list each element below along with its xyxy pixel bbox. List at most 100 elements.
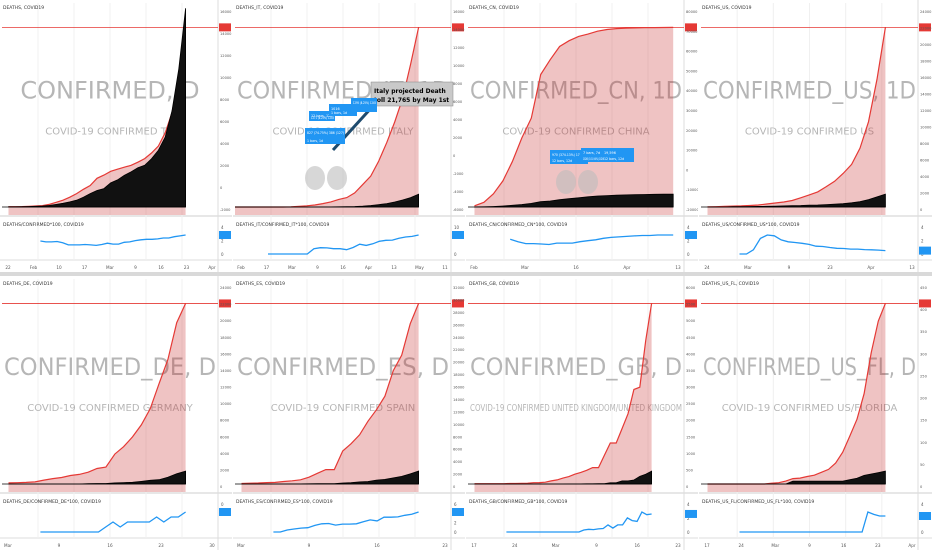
last-value-badge — [919, 299, 931, 308]
confirmed-series-line — [707, 27, 886, 208]
last-value-badge — [452, 23, 464, 32]
sub-axis-tick: 2 — [454, 521, 457, 526]
sub-axis-tick: 0 — [687, 252, 690, 257]
main-pane-label: DEATHS_ES, COVID19 — [236, 281, 285, 287]
measure-callout-text: 1295 (8.25%) 1245 — [353, 101, 376, 105]
x-axis-tick: Apr — [208, 265, 216, 270]
main-axis-tick: 2000 — [686, 419, 696, 423]
panel-world[interactable]: CONFIRMED, D COVID-19 CONFIRMED TO DEATHS,… — [0, 0, 232, 272]
main-axis-tick: 1000 — [686, 452, 696, 456]
measure-callout — [309, 111, 335, 121]
main-axis-tick: 0 — [686, 485, 689, 489]
main-axis-tick: 6000 — [453, 448, 463, 452]
ratio-value-badge — [219, 508, 231, 516]
ratio-series-line — [506, 511, 652, 533]
confirmed-area — [707, 303, 886, 492]
watermark-subtitle: COVID-19 CONFIRMED UNITED KINGDOM/UNITED… — [470, 403, 682, 414]
sub-axis-tick: 4 — [921, 225, 924, 230]
x-axis-tick: 13 — [675, 265, 681, 270]
x-axis-tick: 9 — [788, 265, 791, 270]
panel-uk-svg: CONFIRMED_GB, D COVID-19 CONFIRMED UNITED… — [466, 276, 698, 550]
main-axis-tick: 12000 — [220, 386, 232, 390]
main-axis-tick: 100 — [920, 441, 928, 445]
x-axis-tick: 9 — [58, 543, 61, 548]
panel-florida[interactable]: CONFIRMED_US_FL, D COVID-19 CONFIRMED US/… — [699, 276, 932, 550]
panel-spain[interactable]: CONFIRMED_ES, D COVID-19 CONFIRMED SPAIN D… — [233, 276, 465, 550]
sub-axis-tick: 0 — [454, 530, 457, 535]
annotation-text-line1: Italy projected Death — [374, 88, 446, 95]
x-axis-tick: 9 — [808, 543, 811, 548]
main-axis-tick: 4000 — [220, 452, 230, 456]
x-axis-tick: 16 — [573, 265, 579, 270]
main-axis-tick: 16000 — [920, 76, 932, 80]
panel-us-svg: CONFIRMED_US, 1D COVID-19 CONFIRMED US DEA… — [699, 0, 932, 272]
deaths-area — [473, 193, 674, 208]
x-axis-tick: 17 — [82, 265, 88, 270]
ratio-value-badge — [919, 246, 931, 255]
x-axis-tick: 23 — [875, 543, 881, 548]
sub-pane-label: DEATHS_DE/CONFIRMED_DE*100, COVID19 — [3, 499, 101, 505]
sub-pane-label: DEATHS_GB/CONFIRMED_GB*100, COVID19 — [469, 499, 568, 505]
x-axis-tick: Apr — [867, 265, 875, 270]
last-value-badge — [452, 299, 464, 308]
main-axis-tick: 400 — [920, 308, 928, 312]
watermark-title: CONFIRMED_US_FL, D — [703, 353, 916, 381]
x-axis-tick: 23 — [442, 543, 448, 548]
main-axis-tick: 16000 — [220, 10, 232, 14]
main-axis-tick: 4000 — [220, 142, 230, 146]
panel-italy[interactable]: CONFIRMED_IT, 1D COVID-19 CONFIRMED ITALY… — [233, 0, 465, 272]
main-axis-tick: 10000 — [920, 126, 932, 130]
main-axis-tick: -20000 — [686, 208, 698, 212]
watermark-title: CONFIRMED_GB, D — [470, 353, 682, 381]
main-axis-tick: 24000 — [453, 336, 465, 340]
main-axis-tick: 0 — [920, 208, 923, 212]
panel-china[interactable]: CONFIRMED_CN, 1D COVID-19 CONFIRMED CHINA… — [466, 0, 698, 272]
x-axis-tick: 9 — [316, 265, 319, 270]
measure-callout-subtext: 1826 (101.94%) 1826 — [583, 157, 604, 161]
x-axis-tick: 17 — [471, 543, 477, 548]
measure-callout-subtext: 1 bars, 1d — [307, 139, 323, 143]
main-axis-tick: 26000 — [453, 323, 465, 327]
panel-florida-svg: CONFIRMED_US_FL, D COVID-19 CONFIRMED US/… — [699, 276, 932, 550]
sub-axis-tick: 2 — [921, 239, 924, 244]
deaths-area — [8, 8, 186, 208]
main-pane-label: DEATHS, COVID19 — [3, 5, 44, 11]
measure-callout — [329, 104, 357, 116]
main-axis-tick: 18000 — [920, 60, 932, 64]
main-axis-tick: 50000 — [686, 69, 698, 73]
x-axis-tick: 9 — [595, 543, 598, 548]
last-value-badge — [219, 23, 231, 32]
main-axis-tick: 2000 — [453, 473, 463, 477]
measure-callout-text: 12 bars, 12d — [311, 114, 332, 118]
x-axis-tick: Feb — [30, 265, 38, 270]
sub-pane-label: DEATHS_US/CONFIRMED_US*100, COVID19 — [702, 222, 800, 228]
main-axis-tick: 20000 — [220, 319, 232, 323]
measure-callout-text: 970 (374.13%) 17 (83) — [552, 153, 588, 157]
ratio-series-line — [273, 511, 419, 533]
main-axis-tick: 70000 — [686, 30, 698, 34]
watermark-subtitle: COVID-19 CONFIRMED SPAIN — [271, 403, 416, 414]
sub-axis-tick: 0 — [221, 252, 224, 257]
panel-china-svg: CONFIRMED_CN, 1D COVID-19 CONFIRMED CHINA… — [466, 0, 698, 272]
x-axis-tick: Mar — [288, 265, 296, 270]
confirmed-area — [707, 27, 886, 216]
x-axis-tick: 16 — [340, 265, 346, 270]
main-axis-tick: 60000 — [686, 50, 698, 54]
panel-us[interactable]: CONFIRMED_US, 1D COVID-19 CONFIRMED US DEA… — [699, 0, 932, 272]
main-axis-tick: 10000 — [220, 402, 232, 406]
ratio-value-badge — [219, 231, 231, 239]
x-axis-tick: 9 — [134, 265, 137, 270]
panel-world-svg: CONFIRMED, D COVID-19 CONFIRMED TO DEATHS,… — [0, 0, 232, 272]
main-axis-tick: 6000 — [453, 100, 463, 104]
ratio-series-line — [40, 234, 186, 247]
confirmed-area — [474, 303, 652, 492]
main-axis-tick: 24000 — [220, 286, 232, 290]
x-axis-tick: 23 — [158, 543, 164, 548]
watermark-title: CONFIRMED_CN, 1D — [470, 76, 682, 104]
main-axis-tick: 22000 — [453, 348, 465, 352]
main-axis-tick: 4500 — [686, 336, 696, 340]
highlight-circle — [305, 166, 325, 190]
panel-uk[interactable]: CONFIRMED_GB, D COVID-19 CONFIRMED UNITED… — [466, 276, 698, 550]
ratio-series-line — [739, 511, 886, 533]
panel-germany[interactable]: CONFIRMED_DE, D COVID-19 CONFIRMED GERMAN… — [0, 276, 232, 550]
